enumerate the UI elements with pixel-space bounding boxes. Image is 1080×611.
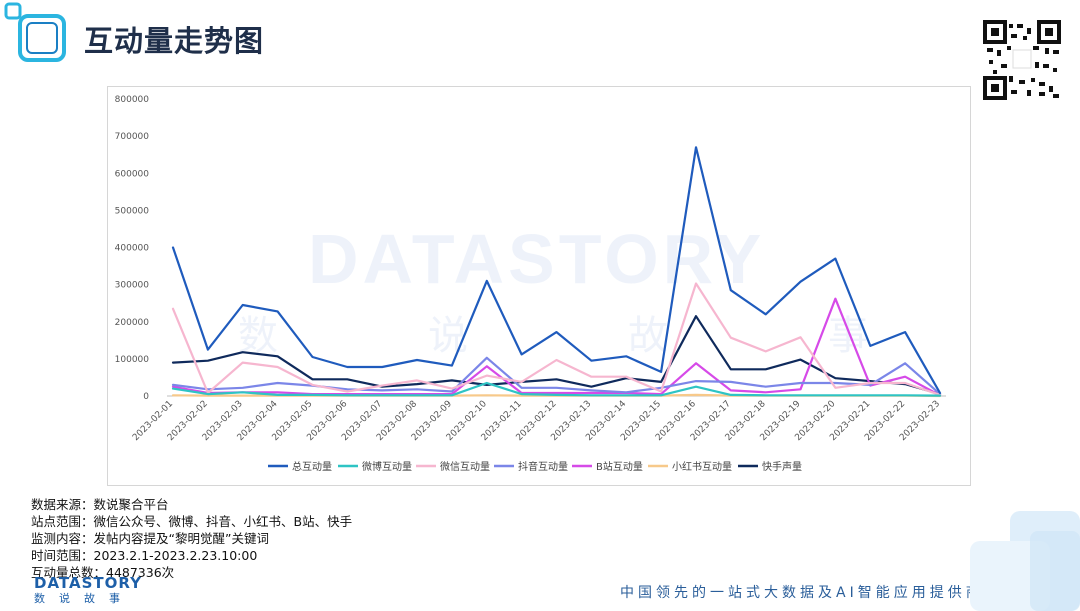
y-tick-label: 400000 xyxy=(115,244,150,254)
legend-label: 微博互动量 xyxy=(362,460,412,473)
legend-label: B站互动量 xyxy=(596,460,643,473)
y-tick-label: 800000 xyxy=(115,95,150,105)
series-line-6 xyxy=(171,315,942,396)
qr-code-icon xyxy=(983,20,1061,100)
legend-label: 小红书互动量 xyxy=(672,460,732,473)
y-tick-label: 100000 xyxy=(115,355,150,365)
corner-decoration xyxy=(970,511,1080,611)
y-tick-label: 500000 xyxy=(115,206,150,216)
y-tick-label: 600000 xyxy=(115,169,150,179)
watermark-char-3: 故 xyxy=(628,313,668,359)
info-time: 时间范围：2023.2.1-2023.2.23.10:00 xyxy=(31,548,258,563)
series-line-4 xyxy=(171,297,942,397)
chart-frame: DATASTORY 数 说 故 事 0 100000 200000 300000 400… xyxy=(107,86,971,486)
series-line-2 xyxy=(171,282,942,396)
legend-label: 微信互动量 xyxy=(440,460,490,473)
page-title: 互动量走势图 xyxy=(84,24,265,58)
info-total: 互动量总数：4487336次 xyxy=(31,565,175,580)
y-tick-label: 0 xyxy=(143,392,149,402)
legend-label: 抖音互动量 xyxy=(518,460,568,473)
footer-slogan: 中国领先的一站式大数据及AI智能应用提供商 xyxy=(620,585,984,601)
footer-brand-sub: 数说故事 xyxy=(34,592,134,605)
watermark-char-2: 说 xyxy=(428,313,468,359)
y-tick-label: 700000 xyxy=(115,132,150,142)
info-source: 数据来源：数说聚合平台 xyxy=(31,497,169,512)
y-tick-label: 300000 xyxy=(115,281,150,291)
legend-label: 快手声量 xyxy=(762,460,802,473)
info-content: 监测内容：发帖内容提及“黎明觉醒”关键词 xyxy=(31,531,269,546)
info-sites: 站点范围：微信公众号、微博、抖音、小红书、B站、快手 xyxy=(31,514,353,529)
legend-label: 总互动量 xyxy=(292,460,332,473)
series-line-1 xyxy=(171,381,942,397)
watermark-brand: DATASTORY xyxy=(308,220,765,298)
series-line-3 xyxy=(171,356,942,396)
footer-brand: DATASTORY xyxy=(34,574,142,592)
watermark-char-4: 事 xyxy=(828,313,868,359)
brand-logo-mark xyxy=(4,2,66,62)
y-tick-label: 200000 xyxy=(115,318,150,328)
line-chart: DATASTORY 数 说 故 事 0 100000 200000 300000 400… xyxy=(115,95,946,473)
footer-logo: DATASTORY 数说故事 xyxy=(34,574,142,606)
watermark: DATASTORY 数 说 故 事 xyxy=(238,220,868,359)
series-line-0 xyxy=(171,146,942,395)
